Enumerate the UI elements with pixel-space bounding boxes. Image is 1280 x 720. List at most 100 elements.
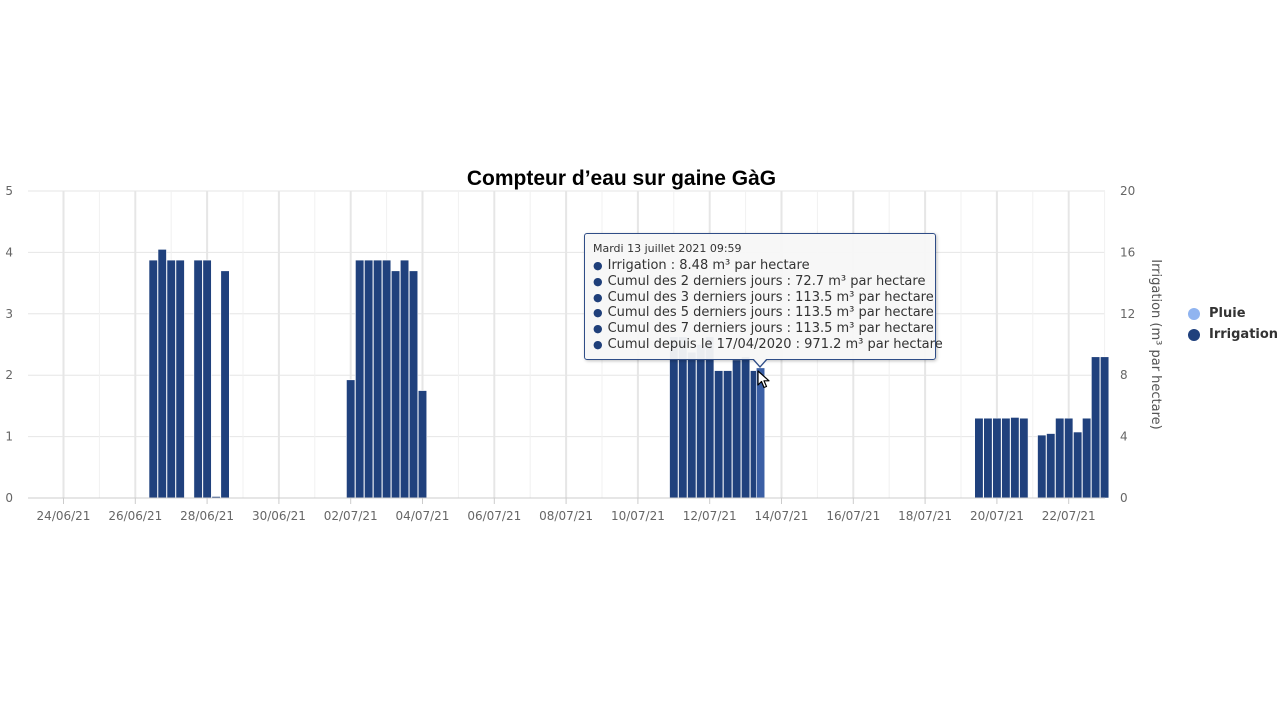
bar-irrigation xyxy=(157,249,167,499)
legend: Pluie Irrigation xyxy=(1188,303,1278,345)
tooltip-row: ● Cumul des 7 derniers jours : 113.5 m³ p… xyxy=(593,321,934,337)
bar-irrigation xyxy=(399,259,410,499)
bar-irrigation xyxy=(1073,431,1083,499)
tooltip-row-text: Cumul des 2 derniers jours : 72.7 m³ par… xyxy=(607,273,926,289)
bar-irrigation xyxy=(355,259,365,499)
y-right-tick-label: 0 xyxy=(1120,491,1128,505)
bar-irrigation xyxy=(220,270,230,499)
bar-irrigation xyxy=(687,351,697,499)
x-tick-label: 28/06/21 xyxy=(180,509,234,523)
y-right-tick-label: 12 xyxy=(1120,307,1135,321)
tooltip-row: ● Cumul des 5 derniers jours : 113.5 m³ p… xyxy=(593,305,934,321)
bar-irrigation xyxy=(148,259,158,499)
tooltip-header: Mardi 13 juillet 2021 09:59 xyxy=(593,242,742,255)
y-left-tick-label: 1 xyxy=(5,430,13,444)
legend-marker-irrigation-icon xyxy=(1188,328,1200,341)
tooltip-row: ● Cumul des 2 derniers jours : 72.7 m³ pa… xyxy=(593,274,927,290)
x-tick-label: 22/07/21 xyxy=(1042,509,1096,523)
legend-marker-pluie-icon xyxy=(1188,307,1200,320)
bar-irrigation xyxy=(1055,417,1065,499)
x-tick-label: 20/07/21 xyxy=(970,509,1024,523)
y-right-axis-title: Irrigation (m³ par hectare) xyxy=(1148,259,1163,430)
bar-irrigation xyxy=(732,359,742,499)
bullet-icon: ● xyxy=(593,322,603,336)
y-left-tick-label: 2 xyxy=(5,368,13,382)
y-right-tick-label: 20 xyxy=(1120,184,1135,198)
x-tick-label: 06/07/21 xyxy=(467,509,521,523)
tooltip-row-text: Cumul des 3 derniers jours : 113.5 m³ pa… xyxy=(607,289,934,305)
legend-label-pluie: Pluie xyxy=(1209,306,1246,321)
legend-label-irrigation: Irrigation xyxy=(1209,327,1279,342)
bar-irrigation xyxy=(417,390,428,499)
y-left-tick-label: 0 xyxy=(5,491,13,505)
bar-irrigation xyxy=(983,417,993,499)
bar-irrigation xyxy=(714,370,724,499)
bar-irrigation xyxy=(1091,356,1101,499)
bar-irrigation xyxy=(1001,417,1011,499)
bar-irrigation xyxy=(1100,356,1110,499)
bar-irrigation xyxy=(1046,433,1056,499)
bullet-icon: ● xyxy=(593,259,603,272)
tooltip-row: ● Cumul des 3 derniers jours : 113.5 m³ p… xyxy=(593,290,934,306)
bar-irrigation xyxy=(175,259,185,499)
bar-irrigation xyxy=(705,336,715,499)
bar-irrigation xyxy=(193,259,203,499)
bar-irrigation xyxy=(1019,417,1029,499)
y-left-tick-label: 3 xyxy=(5,307,13,321)
bar-irrigation xyxy=(723,370,733,499)
bar-irrigation xyxy=(669,336,679,499)
chart-tooltip: Mardi 13 juillet 2021 09:59 ● Irrigation … xyxy=(584,233,943,360)
x-tick-label: 24/06/21 xyxy=(37,509,91,523)
bullet-icon: ● xyxy=(593,274,603,288)
bar-irrigation xyxy=(696,344,706,499)
tooltip-row: ● Irrigation : 8.48 m³ par hectare xyxy=(593,258,927,274)
tooltip-row-text: Cumul depuis le 17/04/2020 : 971.2 m³ pa… xyxy=(607,336,943,352)
x-tick-label: 12/07/21 xyxy=(683,509,737,523)
bar-irrigation xyxy=(373,259,383,499)
x-tick-label: 02/07/21 xyxy=(324,509,378,523)
bar-irrigation xyxy=(382,259,392,499)
x-tick-label: 30/06/21 xyxy=(252,509,306,523)
y-right-tick-label: 16 xyxy=(1120,245,1135,259)
legend-item-irrigation[interactable]: Irrigation xyxy=(1188,324,1278,345)
bullet-icon: ● xyxy=(593,290,603,304)
x-tick-label: 10/07/21 xyxy=(611,509,665,523)
mouse-pointer-icon xyxy=(757,370,770,389)
x-tick-label: 16/07/21 xyxy=(826,509,880,523)
y-right-tick-label: 8 xyxy=(1120,368,1128,382)
bar-irrigation xyxy=(364,259,374,499)
tooltip-row-text: Irrigation : 8.48 m³ par hectare xyxy=(607,258,810,273)
tooltip-row-text: Cumul des 5 derniers jours : 113.5 m³ pa… xyxy=(607,305,934,321)
chart-title: Compteur d’eau sur gaine GàG xyxy=(466,167,777,190)
x-tick-label: 14/07/21 xyxy=(755,509,809,523)
x-tick-label: 18/07/21 xyxy=(898,509,952,523)
bullet-icon: ● xyxy=(593,337,603,351)
bullet-icon: ● xyxy=(593,306,603,320)
tooltip-arrow-fill xyxy=(753,358,767,366)
bar-irrigation xyxy=(202,259,212,499)
grid-lines xyxy=(28,190,1106,499)
bar-irrigation xyxy=(1082,417,1092,499)
y-left-tick-label: 4 xyxy=(5,245,13,259)
tooltip-row: ● Cumul depuis le 17/04/2020 : 971.2 m³ p… xyxy=(593,337,943,353)
bar-irrigation xyxy=(391,270,401,499)
bar-irrigation xyxy=(1064,417,1074,499)
bar-irrigation xyxy=(1037,434,1047,499)
y-left-tick-label: 5 xyxy=(5,184,13,198)
x-tick-label: 26/06/21 xyxy=(108,509,162,523)
bar-irrigation xyxy=(678,336,688,499)
bars xyxy=(148,249,1110,499)
bar-irrigation xyxy=(408,270,419,499)
y-right-tick-label: 4 xyxy=(1120,430,1128,444)
bar-irrigation xyxy=(974,417,984,499)
bar-irrigation xyxy=(992,417,1002,499)
bar-irrigation xyxy=(1010,417,1020,499)
bar-irrigation xyxy=(346,379,356,499)
x-tick-label: 08/07/21 xyxy=(539,509,593,523)
tooltip-row-text: Cumul des 7 derniers jours : 113.5 m³ pa… xyxy=(607,321,934,337)
x-tick-label: 04/07/21 xyxy=(396,509,450,523)
bar-irrigation xyxy=(166,259,176,499)
legend-item-pluie[interactable]: Pluie xyxy=(1188,303,1278,324)
